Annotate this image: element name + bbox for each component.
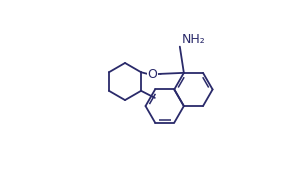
Text: O: O [147, 68, 157, 81]
Text: NH₂: NH₂ [182, 33, 206, 46]
